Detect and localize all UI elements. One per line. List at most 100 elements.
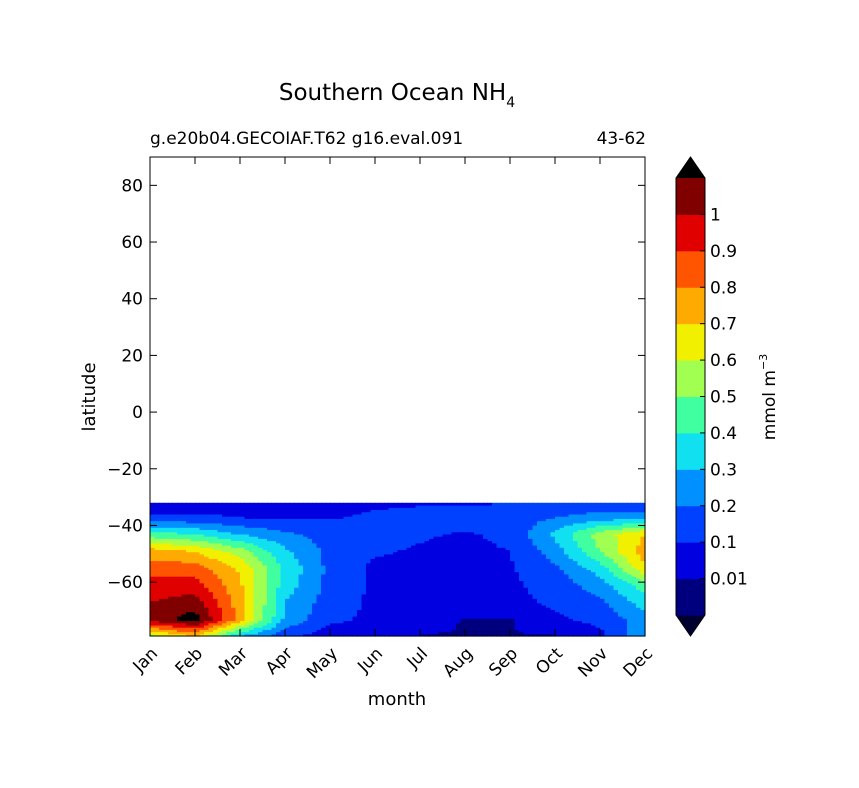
contour-cell: [168, 533, 174, 537]
contour-cell: [280, 562, 286, 566]
contour-cell: [195, 571, 201, 575]
contour-cell: [222, 562, 228, 566]
contour-cell: [217, 618, 223, 622]
contour-cell: [226, 611, 232, 615]
contour-cell: [402, 507, 408, 511]
contour-cell: [262, 564, 268, 568]
contour-cell: [487, 569, 493, 573]
contour-cell: [460, 567, 466, 570]
contour-cell: [442, 522, 448, 526]
contour-cell: [204, 602, 210, 606]
contour-cell: [294, 507, 300, 511]
contour-cell: [447, 596, 453, 599]
contour-cell: [199, 602, 205, 606]
contour-cell: [379, 507, 385, 511]
contour-cell: [276, 591, 282, 595]
contour-cell: [307, 627, 313, 630]
contour-cell: [244, 573, 250, 577]
contour-cell: [483, 618, 489, 622]
contour-cell: [352, 609, 358, 613]
contour-cell: [240, 549, 246, 553]
contour-cell: [199, 520, 205, 524]
contour-cell: [429, 596, 435, 599]
contour-cell: [262, 591, 268, 595]
contour-cell: [195, 593, 201, 597]
contour-cell: [267, 553, 273, 557]
contour-cell: [172, 587, 178, 590]
contour-cell: [406, 556, 412, 559]
contour-cell: [352, 602, 358, 606]
contour-cell: [321, 631, 327, 635]
contour-cell: [177, 633, 183, 637]
contour-cell: [465, 518, 471, 522]
contour-cell: [474, 573, 480, 577]
contour-cell: [375, 604, 381, 608]
contour-cell: [429, 620, 435, 624]
contour-cell: [271, 627, 277, 630]
contour-cell: [217, 529, 223, 533]
contour-cell: [420, 567, 426, 570]
contour-cell: [433, 609, 439, 613]
contour-cell: [217, 587, 223, 590]
contour-cell: [447, 620, 453, 624]
contour-cell: [231, 584, 237, 588]
contour-cell: [339, 580, 345, 584]
contour-cell: [244, 538, 250, 542]
contour-cell: [298, 542, 304, 546]
contour-cell: [177, 611, 183, 615]
contour-cell: [465, 618, 471, 622]
contour-cell: [402, 547, 408, 551]
contour-cell: [307, 531, 313, 535]
contour-cell: [222, 602, 228, 606]
contour-cell: [172, 558, 178, 562]
contour-cell: [159, 631, 165, 635]
contour-cell: [510, 631, 516, 635]
contour-cell: [280, 520, 286, 524]
contour-cell: [298, 502, 304, 506]
contour-cell: [249, 524, 255, 528]
contour-cell: [379, 569, 385, 573]
contour-cell: [325, 536, 331, 539]
contour-cell: [456, 509, 462, 513]
contour-cell: [366, 507, 372, 511]
contour-cell: [478, 507, 484, 511]
contour-cell: [271, 502, 277, 506]
contour-cell: [244, 547, 250, 551]
contour-cell: [222, 600, 228, 604]
contour-cell: [393, 602, 399, 606]
contour-cell: [424, 604, 430, 608]
contour-cell: [352, 607, 358, 610]
contour-cell: [235, 567, 241, 570]
contour-cell: [384, 529, 390, 533]
contour-cell: [213, 633, 219, 637]
contour-cell: [159, 622, 165, 626]
contour-cell: [262, 602, 268, 606]
contour-cell: [213, 596, 219, 599]
contour-cell: [483, 580, 489, 584]
contour-cell: [334, 622, 340, 626]
contour-cell: [460, 598, 466, 602]
contour-cell: [429, 513, 435, 517]
contour-cell: [492, 529, 498, 533]
contour-cell: [195, 607, 201, 610]
contour-cell: [339, 627, 345, 630]
contour-cell: [226, 553, 232, 557]
contour-cell: [433, 505, 439, 508]
contour-cell: [415, 584, 421, 588]
contour-cell: [258, 618, 264, 622]
contour-cell: [433, 620, 439, 624]
contour-cell: [465, 533, 471, 537]
contour-cell: [406, 569, 412, 573]
contour-cell: [217, 576, 223, 579]
contour-cell: [208, 562, 214, 566]
contour-cell: [370, 629, 376, 633]
contour-cell: [172, 589, 178, 593]
contour-cell: [501, 576, 507, 579]
contour-cell: [370, 616, 376, 619]
contour-cell: [294, 524, 300, 528]
contour-cell: [433, 598, 439, 602]
contour-cell: [406, 551, 412, 555]
contour-cell: [253, 569, 259, 573]
contour-cell: [483, 593, 489, 597]
contour-cell: [469, 553, 475, 557]
